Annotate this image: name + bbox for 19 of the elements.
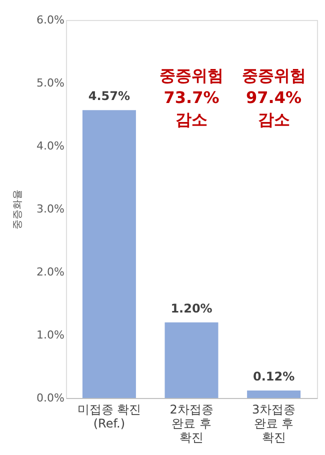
- annotation: 중증위험 97.4% 감소: [242, 66, 306, 129]
- y-tick-label: 1.0%: [36, 328, 64, 342]
- y-tick-label: 3.0%: [36, 202, 64, 216]
- annotation: 중증위험 73.7% 감소: [160, 66, 224, 129]
- x-tick-label: 2차접종 완료 후 확진: [170, 402, 214, 444]
- y-tick-label: 0.0%: [36, 392, 64, 404]
- bar: [82, 110, 136, 398]
- y-tick-label: 5.0%: [36, 76, 64, 90]
- y-tick-label: 4.0%: [36, 140, 64, 152]
- data-label: 0.12%: [252, 369, 295, 384]
- y-axis-title: 중증화율: [12, 190, 24, 230]
- data-label: 1.20%: [170, 301, 212, 316]
- bar: [164, 322, 218, 398]
- y-tick-label: 2.0%: [36, 266, 64, 278]
- x-tick-label: 미접종 확진 (Ref.): [77, 402, 142, 430]
- data-label: 4.57%: [88, 89, 130, 104]
- bar: [247, 390, 301, 398]
- y-tick-label: 6.0%: [36, 14, 64, 26]
- x-tick-label: 3차접종 완료 후 확진: [252, 402, 296, 444]
